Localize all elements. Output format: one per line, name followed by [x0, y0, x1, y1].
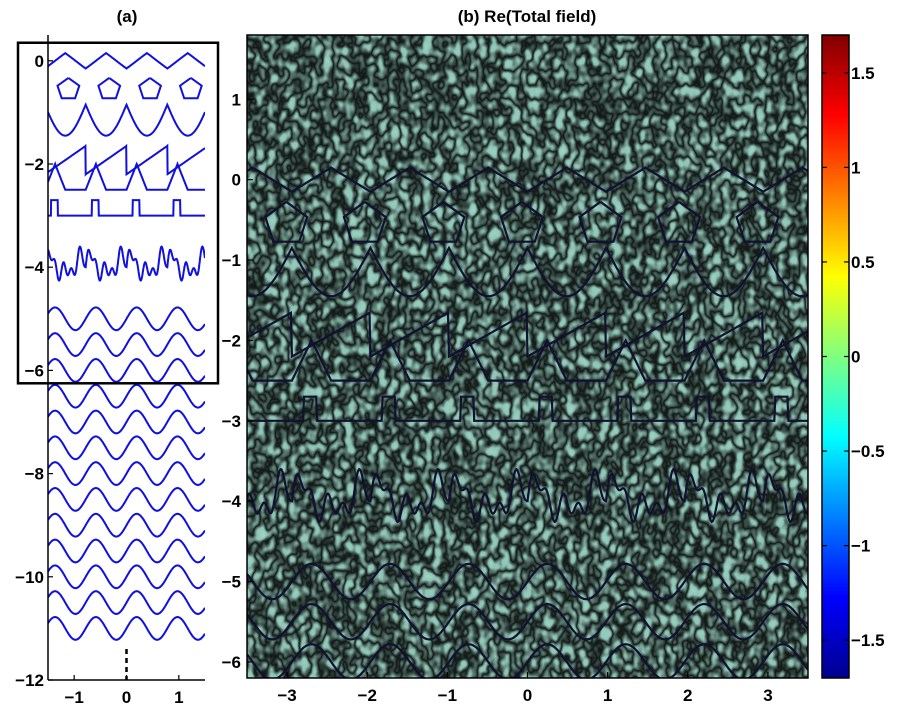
panel-a-curve	[56, 77, 81, 100]
colorbar-tick-label: −1	[851, 537, 870, 556]
colorbar-tick-label: 0	[851, 348, 860, 367]
panel-b-x-tick-label: −3	[277, 686, 296, 705]
panel-b-curve	[247, 395, 808, 422]
panel-b-x-tick-label: 0	[523, 686, 532, 705]
panel-a-curve	[17, 78, 39, 98]
panel-b-curve	[578, 200, 623, 243]
panel-b-y-tick-label: 1	[232, 90, 241, 109]
panel-a-x-tick-label: 0	[122, 688, 131, 707]
panel-b-curve	[656, 200, 702, 243]
colorbar-tick-label: −1.5	[851, 631, 885, 650]
panel-b-x-tick-label: 1	[603, 686, 612, 705]
panel-b-curve	[247, 562, 808, 601]
panel-b-title: (b) Re(Total field)	[458, 7, 597, 26]
panel-a-y-tick-label: 0	[35, 52, 44, 71]
colorbar-tick-label: 0.5	[851, 253, 875, 272]
panel-a-curve	[48, 486, 205, 512]
panel-a-y-tick-label: −6	[25, 361, 44, 380]
panel-a-curve	[48, 590, 205, 616]
panel-b-axes: 1 0 −1 −2 −3 −4 −5 −6 −3 −2 −1 0 1 2 3	[222, 34, 809, 705]
panel-a-curve	[48, 245, 205, 282]
panel-a-curve	[48, 435, 205, 461]
colorbar-tick-label: −0.5	[851, 442, 885, 461]
panel-a: (a) 0−2−4−6−8−10−12−1 0 1	[15, 7, 220, 707]
panel-a-y-tick-label: −8	[25, 465, 44, 484]
panel-a-curve	[48, 102, 205, 137]
panel-b-y-tick-label: −5	[222, 573, 241, 592]
panel-a-x-tick-label: 1	[174, 688, 183, 707]
panel-b-x-tick-label: −1	[438, 686, 457, 705]
panel-a-curve	[48, 564, 205, 590]
panel-b-curve	[247, 603, 808, 641]
panel-b-curve	[342, 200, 387, 243]
panel-b-curve	[247, 310, 808, 359]
panel-a-axes: 0−2−4−6−8−10−12−1 0 1	[15, 35, 220, 707]
panel-a-curve	[178, 77, 203, 100]
panel-a-curve	[48, 615, 205, 641]
panel-a-curve	[48, 512, 205, 538]
panel-a-curve	[48, 357, 205, 383]
panel-b-x-tick-label: 3	[763, 686, 772, 705]
panel-b-curve	[264, 200, 309, 243]
panel-b-y-tick-label: −2	[222, 331, 241, 350]
field-heatmap	[187, 35, 898, 678]
panel-b-x-tick-label: 2	[683, 686, 692, 705]
panel-b-curve	[187, 202, 229, 242]
panel-a-y-tick-label: −10	[15, 568, 44, 587]
panel-a-curve	[48, 51, 205, 70]
panel-a-curve	[48, 199, 205, 217]
inset-frame	[16, 41, 220, 385]
panel-b-y-tick-label: −4	[222, 492, 242, 511]
panel-b-curve	[499, 200, 545, 243]
panel-b-y-tick-label: −3	[222, 412, 241, 431]
panel-a-curve	[48, 332, 205, 358]
panel-b-curve	[247, 643, 808, 678]
panel-b-curve	[421, 200, 466, 243]
panel-a-x-tick-label: −1	[64, 688, 83, 707]
panel-b-y-tick-label: 0	[232, 171, 241, 190]
panel-a-curve	[48, 383, 205, 409]
panel-a-curve	[48, 461, 205, 487]
panel-b-curve	[247, 166, 808, 193]
panel-a-title: (a)	[117, 7, 138, 26]
colorbar-tick-label: 1	[851, 158, 860, 177]
panel-a-curve	[48, 409, 205, 435]
panel-a-curves	[17, 51, 205, 680]
panel-a-curve	[97, 77, 122, 100]
panel-b-curve	[735, 200, 780, 243]
panel-a-curve	[48, 538, 205, 564]
panel-b: (b) Re(Total field) 1 0 −1 −2 −3 −4 −5 −6 −3 −2 −1…	[187, 7, 898, 705]
panel-b-y-tick-label: −1	[222, 251, 241, 270]
panel-a-curve	[48, 306, 205, 332]
panel-b-x-tick-label: −2	[358, 686, 377, 705]
panel-a-curve	[48, 161, 205, 191]
panel-a-curve	[138, 77, 163, 100]
colorbar: 1.5 1 0.5 0 −0.5 −1 −1.5	[821, 34, 885, 679]
panel-a-y-tick-label: −4	[25, 258, 45, 277]
panel-b-curve	[894, 202, 898, 242]
panel-a-y-tick-label: −12	[15, 671, 44, 690]
panel-a-curve	[48, 143, 205, 177]
panel-b-curves	[187, 166, 898, 678]
panel-b-curve	[247, 467, 808, 524]
panel-b-curve	[247, 337, 808, 382]
panel-b-y-tick-label: −6	[222, 653, 241, 672]
panel-a-y-tick-label: −2	[25, 155, 44, 174]
colorbar-ticks: 1.5 1 0.5 0 −0.5 −1 −1.5	[822, 64, 885, 650]
panel-b-curve	[247, 245, 808, 298]
colorbar-tick-label: 1.5	[851, 64, 875, 83]
